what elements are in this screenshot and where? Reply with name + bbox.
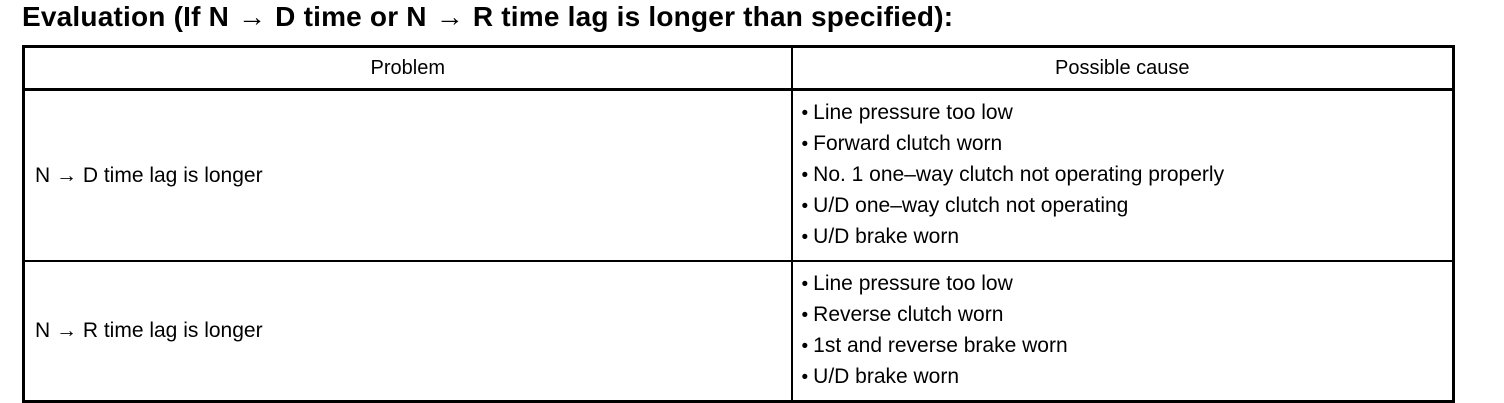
bullet-icon: • [801,165,809,186]
cause-item: • U/D one–way clutch not operating [802,191,1445,222]
bullet-icon: • [801,367,809,388]
evaluation-table: Problem Possible cause N → D time lag is… [22,45,1455,403]
bullet-icon: • [801,305,809,326]
problem-cell: N → D time lag is longer [22,88,793,262]
page-title-text: Evaluation (If N [22,1,237,32]
cause-item: • U/D brake worn [802,362,1445,393]
table-row: N → R time lag is longer • Line pressure t… [22,260,1455,403]
page-title-text: D time or N [267,1,435,32]
causes-cell: • Line pressure too low • Reverse clutch wo… [790,260,1455,403]
bullet-icon: • [801,336,809,357]
cause-item: • 1st and reverse brake worn [802,331,1445,362]
table-body: N → D time lag is longer • Line pressure t… [22,88,1455,403]
right-arrow-icon: → [237,1,267,32]
cause-text: Line pressure too low [813,272,1013,295]
cause-item: • U/D brake worn [802,222,1445,253]
cause-text: U/D brake worn [813,225,960,248]
cause-text: Line pressure too low [813,101,1013,124]
cause-text: Forward clutch worn [813,132,1003,155]
cause-text: 1st and reverse brake worn [813,334,1068,357]
right-arrow-icon: → [435,1,464,32]
cause-item: • Line pressure too low [802,98,1445,129]
column-header-problem: Problem [22,45,793,91]
cause-text: Reverse clutch worn [813,303,1004,326]
cause-item: • Line pressure too low [802,269,1445,300]
problem-cell: N → R time lag is longer [22,260,793,403]
table-row: N → D time lag is longer • Line pressure t… [22,88,1455,262]
cause-text: No. 1 one–way clutch not operating prope… [813,163,1225,186]
bullet-icon: • [801,103,809,124]
cause-item: • Forward clutch worn [802,129,1445,160]
bullet-icon: • [801,196,809,217]
bullet-icon: • [801,274,809,295]
page-title: Evaluation (If N → D time or N → R time … [22,1,953,33]
cause-text: U/D one–way clutch not operating [813,194,1129,217]
causes-cell: • Line pressure too low • Forward clutch wo… [790,88,1455,262]
cause-item: • No. 1 one–way clutch not operating prop… [802,160,1445,191]
cause-text: U/D brake worn [813,365,960,388]
column-header-possible-cause: Possible cause [790,45,1455,91]
table-header-row: Problem Possible cause [22,45,1455,91]
bullet-icon: • [801,227,809,248]
cause-item: • Reverse clutch worn [802,300,1445,331]
page-title-text: R time lag is longer than specified): [464,1,954,32]
bullet-icon: • [801,134,809,155]
